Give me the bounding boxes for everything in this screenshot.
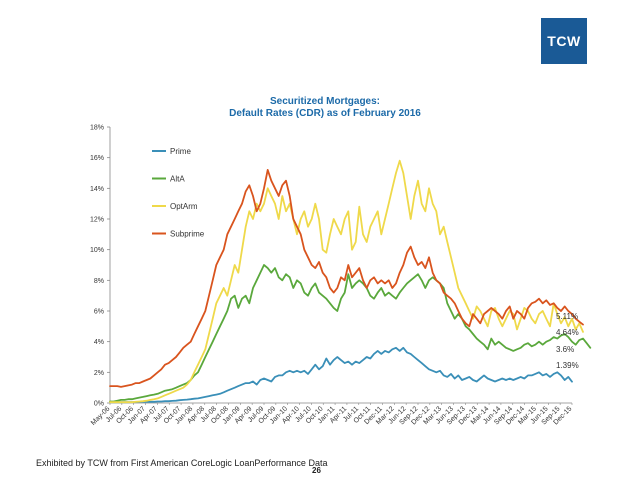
y-tick-label: 10%: [90, 247, 104, 254]
y-tick-label: 2%: [94, 370, 104, 377]
chart-title-line-2: Default Rates (CDR) as of February 2016: [229, 108, 421, 119]
legend-label-optarm: OptArm: [170, 202, 198, 211]
end-value-label-alta: 3.6%: [556, 345, 574, 354]
y-tick-label: 8%: [94, 278, 104, 285]
y-tick-label: 0%: [94, 401, 104, 408]
series-line-optarm: [109, 159, 584, 404]
series-line-prime: [109, 346, 573, 404]
chart-title-line-1: Securitized Mortgages:: [269, 96, 381, 107]
y-tick-label: 14%: [90, 186, 104, 193]
legend-label-prime: Prime: [170, 147, 191, 156]
series-line-alta: [109, 264, 592, 403]
chart-title: Securitized Mortgages: Default Rates (CD…: [150, 96, 500, 120]
chart-series-layer: [109, 159, 592, 404]
series-line-subprime: [109, 168, 584, 388]
y-tick-label: 18%: [90, 125, 104, 132]
chart-axes: 0%2%4%6%8%10%12%14%16%18%May-06Jul-06Oct…: [90, 125, 574, 427]
end-value-label-subprime: 5.11%: [556, 312, 578, 321]
tcw-logo: TCW: [541, 18, 587, 64]
y-tick-label: 12%: [90, 217, 104, 224]
source-note: Exhibited by TCW from First American Cor…: [36, 458, 328, 468]
end-value-label-prime: 1.39%: [556, 361, 579, 370]
page-number: 26: [312, 466, 321, 475]
legend-label-subprime: Subprime: [170, 230, 205, 239]
legend-label-alta: AltA: [170, 175, 185, 184]
y-tick-label: 16%: [90, 155, 104, 162]
chart-end-labels: 1.39% 3.6% 4.64% 5.11%: [556, 312, 579, 370]
chart-legend: Prime AltA OptArm Subprime: [152, 147, 205, 239]
y-tick-label: 4%: [94, 339, 104, 346]
y-tick-label: 6%: [94, 309, 104, 316]
end-value-label-optarm: 4.64%: [556, 328, 579, 337]
